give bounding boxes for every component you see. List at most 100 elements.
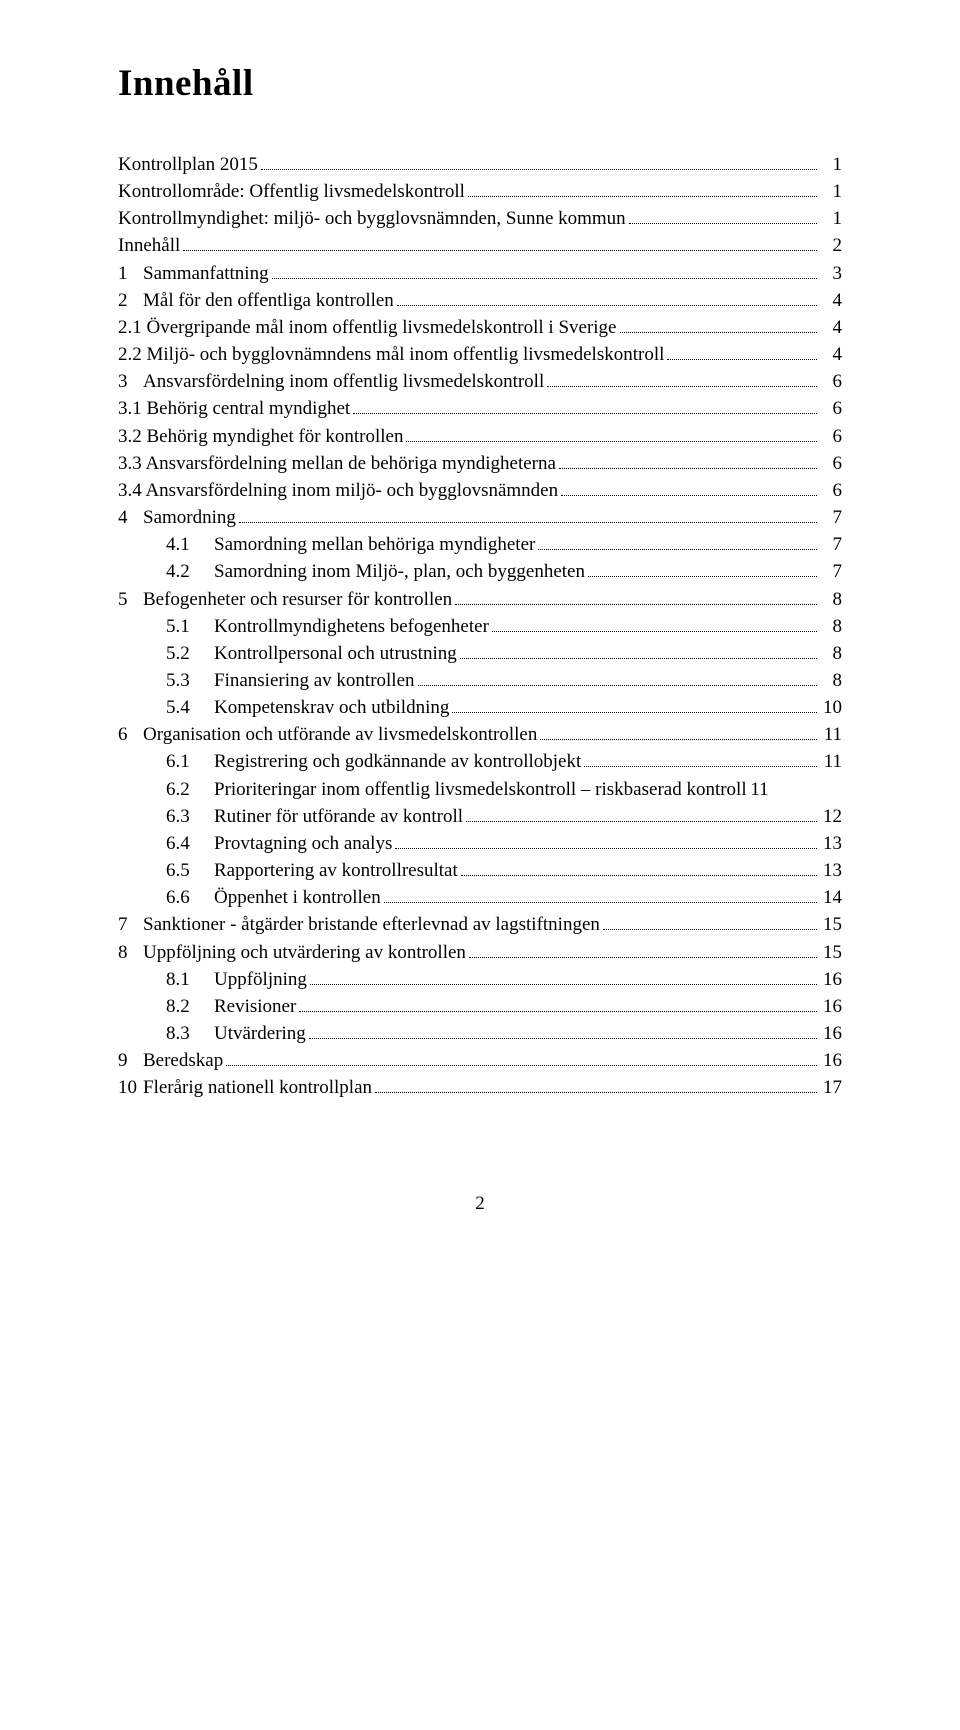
toc-entry-page: 1 [820, 151, 842, 178]
toc-entry-page: 8 [820, 586, 842, 613]
toc-entry-page: 15 [820, 939, 842, 966]
toc-entry-label: Sanktioner - åtgärder bristande efterlev… [143, 911, 600, 938]
toc-entry-label: Finansiering av kontrollen [214, 667, 415, 694]
toc-entry: Kontrollplan 20151 [118, 151, 842, 178]
toc-entry-number: 6.6 [166, 884, 214, 911]
toc-entry-page: 11 [820, 748, 842, 775]
toc-entry-number: 10 [118, 1074, 139, 1101]
toc-leader [353, 396, 817, 414]
toc-leader [395, 831, 817, 849]
toc-entry-page: 11 [747, 776, 769, 803]
toc-leader [584, 749, 817, 767]
toc-entry-label: Samordning mellan behöriga myndigheter [214, 531, 535, 558]
toc-entry-number: 8 [118, 939, 139, 966]
toc-leader [226, 1048, 817, 1066]
toc-entry: 2.1 Övergripande mål inom offentlig livs… [118, 314, 842, 341]
toc-entry-number: 8.1 [166, 966, 214, 993]
toc-entry-label: 3.1 Behörig central myndighet [118, 395, 350, 422]
toc-leader [468, 179, 817, 197]
toc-entry-page: 4 [820, 341, 842, 368]
toc-entry-page: 4 [820, 287, 842, 314]
toc-entry-number: 3 [118, 368, 139, 395]
toc-entry: 8.3Utvärdering16 [118, 1020, 842, 1047]
toc-entry-number: 8.3 [166, 1020, 214, 1047]
toc-leader [406, 423, 817, 441]
page-number: 2 [118, 1193, 842, 1215]
toc-entry: 6.1Registrering och godkännande av kontr… [118, 748, 842, 775]
toc-entry-number: 4.1 [166, 531, 214, 558]
toc-entry-label: Befogenheter och resurser för kontrollen [143, 586, 452, 613]
toc-leader [603, 912, 817, 930]
toc-entry-number: 6.2 [166, 776, 214, 803]
toc-entry: 5.1Kontrollmyndighetens befogenheter8 [118, 613, 842, 640]
toc-entry: 4.1Samordning mellan behöriga myndighete… [118, 531, 842, 558]
toc-entry-label: Rutiner för utförande av kontroll [214, 803, 463, 830]
toc-entry: 3Ansvarsfördelning inom offentlig livsme… [118, 368, 842, 395]
toc-entry-number: 5.1 [166, 613, 214, 640]
toc-entry: 6.4Provtagning och analys13 [118, 830, 842, 857]
toc-entry-page: 16 [820, 993, 842, 1020]
toc-entry-number: 1 [118, 260, 139, 287]
toc-entry-label: Kontrollmyndighet: miljö- och bygglovsnä… [118, 205, 626, 232]
toc-entry-label: Kontrollpersonal och utrustning [214, 640, 457, 667]
document-page: Innehåll Kontrollplan 20151Kontrollområd… [0, 0, 960, 1730]
toc-entry: Kontrollmyndighet: miljö- och bygglovsnä… [118, 205, 842, 232]
toc-leader [460, 641, 817, 659]
toc-entry-page: 2 [820, 232, 842, 259]
toc-entry-page: 7 [820, 531, 842, 558]
toc-leader [309, 1021, 817, 1039]
toc-entry: 5Befogenheter och resurser för kontrolle… [118, 586, 842, 613]
toc-leader [667, 342, 817, 360]
toc-entry-page: 6 [820, 368, 842, 395]
toc-entry-label: Uppföljning och utvärdering av kontrolle… [143, 939, 466, 966]
toc-entry-label: 2.2 Miljö- och bygglovnämndens mål inom … [118, 341, 664, 368]
toc-leader [492, 614, 817, 632]
toc-entry-number: 5.4 [166, 694, 214, 721]
toc-entry-number: 8.2 [166, 993, 214, 1020]
toc-entry-number: 6.1 [166, 748, 214, 775]
toc-entry-page: 12 [820, 803, 842, 830]
toc-entry-label: Beredskap [143, 1047, 223, 1074]
toc-leader [455, 586, 817, 604]
toc-entry-label: Samordning [143, 504, 236, 531]
toc-leader [559, 451, 817, 469]
toc-entry-label: Flerårig nationell kontrollplan [143, 1074, 372, 1101]
toc-entry-label: 3.3 Ansvarsfördelning mellan de behöriga… [118, 450, 556, 477]
toc-leader [183, 233, 817, 251]
toc-leader [540, 722, 817, 740]
toc-leader [461, 858, 817, 876]
toc-entry: 3.4 Ansvarsfördelning inom miljö- och by… [118, 477, 842, 504]
toc-entry-page: 6 [820, 477, 842, 504]
toc-entry-page: 6 [820, 450, 842, 477]
toc-entry-number: 5.3 [166, 667, 214, 694]
toc-entry: 2Mål för den offentliga kontrollen4 [118, 287, 842, 314]
toc-entry-page: 7 [820, 558, 842, 585]
toc-entry: 1Sammanfattning3 [118, 260, 842, 287]
toc-entry-label: Sammanfattning [143, 260, 269, 287]
toc-entry: 6.5Rapportering av kontrollresultat13 [118, 857, 842, 884]
toc-entry-page: 10 [820, 694, 842, 721]
toc-entry-number: 2 [118, 287, 139, 314]
toc-leader [272, 261, 817, 279]
toc-entry-number: 9 [118, 1047, 139, 1074]
toc-entry-label: Innehåll [118, 232, 180, 259]
toc-entry-label: Öppenhet i kontrollen [214, 884, 381, 911]
toc-entry: 8.2Revisioner16 [118, 993, 842, 1020]
toc-entry-page: 13 [820, 857, 842, 884]
toc-entry-page: 13 [820, 830, 842, 857]
toc-entry-label: Kontrollområde: Offentlig livsmedelskont… [118, 178, 465, 205]
toc-entry-page: 8 [820, 613, 842, 640]
toc-entry: 6.3Rutiner för utförande av kontroll12 [118, 803, 842, 830]
toc-leader [588, 559, 817, 577]
toc-leader [310, 967, 817, 985]
toc-entry-label: Samordning inom Miljö-, plan, och byggen… [214, 558, 585, 585]
toc-entry-page: 1 [820, 205, 842, 232]
table-of-contents: Kontrollplan 20151Kontrollområde: Offent… [118, 151, 842, 1101]
toc-entry: Innehåll 2 [118, 232, 842, 259]
toc-entry-number: 6 [118, 721, 139, 748]
toc-entry: 4Samordning7 [118, 504, 842, 531]
toc-entry-page: 6 [820, 395, 842, 422]
toc-leader [466, 804, 817, 822]
toc-entry-label: 2.1 Övergripande mål inom offentlig livs… [118, 314, 617, 341]
toc-leader [469, 939, 817, 957]
